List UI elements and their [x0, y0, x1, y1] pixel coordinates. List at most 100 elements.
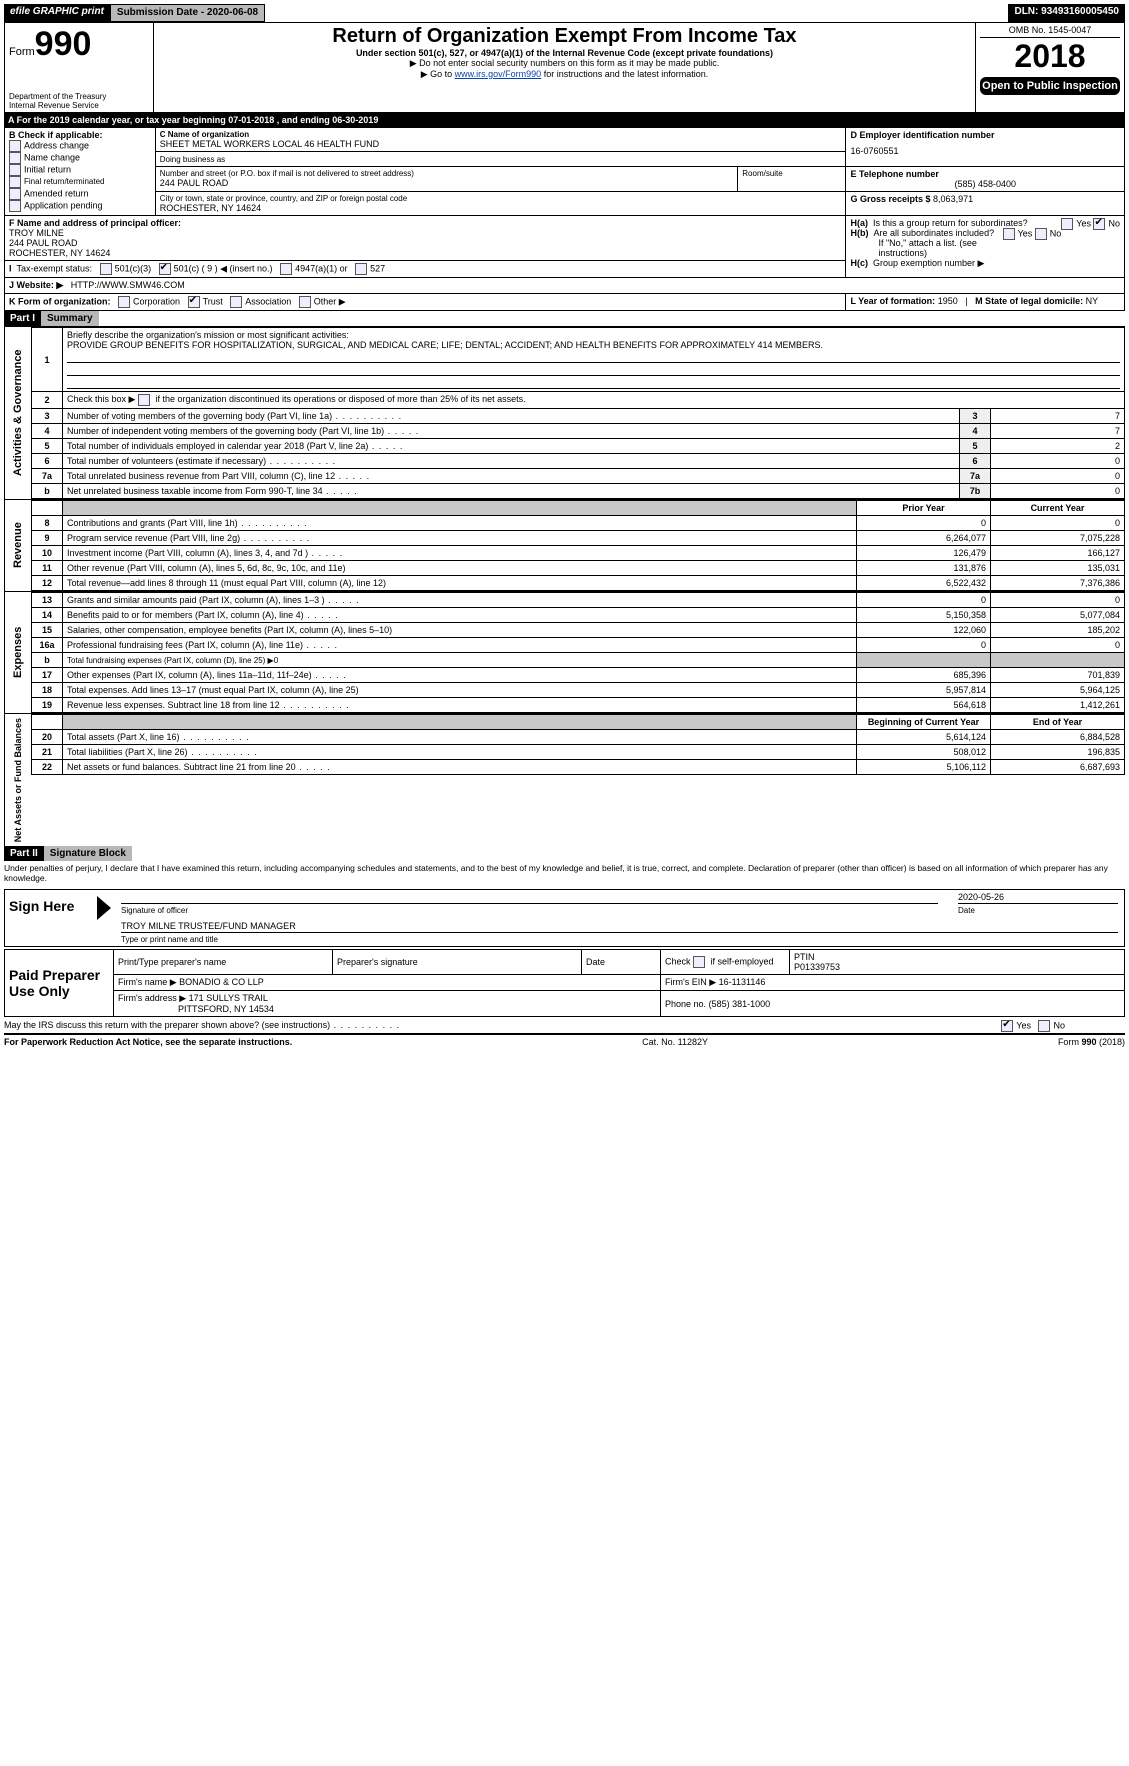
firm-addr1: 171 SULLYS TRAIL [189, 993, 268, 1003]
chk-self-employed[interactable] [693, 956, 705, 968]
ha-no-chk[interactable] [1093, 218, 1105, 230]
expenses-section: Expenses 13Grants and similar amounts pa… [4, 591, 1125, 713]
preparer-label: Paid Preparer Use Only [5, 950, 114, 1017]
tax-year: 2018 [980, 38, 1120, 75]
footer-right: Form 990 (2018) [1058, 1037, 1125, 1047]
l3-text: Number of voting members of the governin… [67, 411, 402, 421]
l2-text: Check this box ▶ if the organization dis… [67, 394, 526, 404]
instr-ssn: ▶ Do not enter social security numbers o… [158, 58, 971, 69]
phone-value: (585) 458-0400 [850, 179, 1120, 189]
gross-receipts: 8,063,971 [933, 194, 973, 204]
hb-no-chk[interactable] [1035, 228, 1047, 240]
sig-officer-label: Signature of officer [121, 906, 938, 915]
hb-yes-chk[interactable] [1003, 228, 1015, 240]
h-a-row: H(a) Is this a group return for subordin… [850, 218, 1120, 228]
firm-name: BONADIO & CO LLP [179, 977, 264, 987]
footer-mid: Cat. No. 11282Y [642, 1037, 708, 1047]
submission-date: Submission Date - 2020-06-08 [110, 4, 265, 22]
l6-text: Total number of volunteers (estimate if … [67, 456, 336, 466]
chk-name-change[interactable]: Name change [9, 152, 151, 164]
chk-initial-return[interactable]: Initial return [9, 164, 151, 176]
section-d-label: D Employer identification number [850, 130, 1120, 140]
row-a-tax-year: A For the 2019 calendar year, or tax yea… [4, 113, 1125, 127]
efile-label: efile GRAPHIC print [4, 4, 110, 22]
chk-4947[interactable] [280, 263, 292, 275]
chk-501c[interactable] [159, 263, 171, 275]
l7b-text: Net unrelated business taxable income fr… [67, 486, 358, 496]
prior-year-head: Prior Year [857, 501, 991, 516]
governance-table: 1 Briefly describe the organization's mi… [31, 327, 1125, 499]
current-year-head: Current Year [991, 501, 1125, 516]
part-1-header: Part ISummary [4, 311, 1125, 326]
expenses-label: Expenses [4, 592, 31, 713]
l4-value: 7 [991, 424, 1125, 439]
l7a-text: Total unrelated business revenue from Pa… [67, 471, 370, 481]
omb-number: OMB No. 1545-0047 [980, 25, 1120, 38]
end-year-head: End of Year [991, 715, 1125, 730]
chk-application-pending[interactable]: Application pending [9, 200, 151, 212]
sign-arrow-icon [97, 896, 111, 920]
section-f-label: F Name and address of principal officer: [9, 218, 841, 228]
state-domicile: NY [1086, 296, 1099, 306]
firm-ein: 16-1131146 [719, 977, 766, 987]
chk-amended-return[interactable]: Amended return [9, 188, 151, 200]
form-990-page: efile GRAPHIC print Submission Date - 20… [0, 0, 1129, 1053]
sig-name-label: Type or print name and title [121, 935, 1118, 944]
l5-text: Total number of individuals employed in … [67, 441, 403, 451]
room-label: Room/suite [742, 169, 841, 178]
irs-label: Internal Revenue Service [9, 101, 149, 110]
section-i-label: Tax-exempt status: [17, 263, 93, 273]
page-footer: For Paperwork Reduction Act Notice, see … [4, 1035, 1125, 1049]
chk-527[interactable] [355, 263, 367, 275]
sign-here-block: Sign Here Signature of officer 2020-05-2… [4, 889, 1125, 947]
officer-city: ROCHESTER, NY 14624 [9, 248, 841, 258]
chk-assoc[interactable] [230, 296, 242, 308]
chk-501c3[interactable] [100, 263, 112, 275]
instr-link-row: ▶ Go to www.irs.gov/Form990 for instruct… [158, 69, 971, 80]
section-k-label: K Form of organization: [9, 296, 111, 306]
netassets-label: Net Assets or Fund Balances [4, 714, 31, 846]
website-value: HTTP://WWW.SMW46.COM [71, 280, 185, 290]
chk-corp[interactable] [118, 296, 130, 308]
officer-name: TROY MILNE [9, 228, 841, 238]
city-label: City or town, state or province, country… [160, 194, 842, 203]
l1-label: Briefly describe the organization's miss… [67, 330, 349, 340]
irs-link[interactable]: www.irs.gov/Form990 [455, 69, 542, 79]
l5-value: 2 [991, 439, 1125, 454]
sig-date-label: Date [958, 906, 1118, 915]
firm-addr2: PITTSFORD, NY 14534 [178, 1004, 274, 1014]
firm-addr-label: Firm's address ▶ [118, 993, 186, 1003]
firm-phone-label: Phone no. [665, 999, 706, 1009]
chk-address-change[interactable]: Address change [9, 140, 151, 152]
chk-final-return[interactable]: Final return/terminated [9, 176, 151, 188]
section-l-label: L Year of formation: [850, 296, 935, 306]
h-c-row: H(c) Group exemption number ▶ [850, 258, 1120, 269]
sig-date: 2020-05-26 [958, 892, 1118, 904]
org-name: SHEET METAL WORKERS LOCAL 46 HEALTH FUND [160, 139, 842, 149]
firm-ein-label: Firm's EIN ▶ [665, 977, 716, 987]
begin-year-head: Beginning of Current Year [857, 715, 991, 730]
form-990-label: Form990 [9, 25, 149, 64]
street-label: Number and street (or P.O. box if mail i… [160, 169, 733, 178]
header-grid: B Check if applicable: Address change Na… [4, 127, 1125, 311]
ptin-value: P01339753 [794, 962, 1120, 972]
ha-yes-chk[interactable] [1061, 218, 1073, 230]
discuss-no-chk[interactable] [1038, 1020, 1050, 1032]
firm-name-label: Firm's name ▶ [118, 977, 177, 987]
section-j-label: J Website: ▶ [9, 280, 63, 290]
h-b2: If "No," attach a list. (see instruction… [850, 238, 1120, 258]
prep-name-head: Print/Type preparer's name [114, 950, 333, 975]
ptin-label: PTIN [794, 952, 1120, 962]
city-value: ROCHESTER, NY 14624 [160, 203, 842, 213]
section-c-name-label: C Name of organization [160, 130, 842, 139]
l4-text: Number of independent voting members of … [67, 426, 419, 436]
chk-other[interactable] [299, 296, 311, 308]
street-value: 244 PAUL ROAD [160, 178, 733, 188]
chk-discontinued[interactable] [138, 394, 150, 406]
l1-text: PROVIDE GROUP BENEFITS FOR HOSPITALIZATI… [67, 340, 823, 350]
netassets-section: Net Assets or Fund Balances Beginning of… [4, 713, 1125, 846]
chk-trust[interactable] [188, 296, 200, 308]
expenses-table: 13Grants and similar amounts paid (Part … [31, 592, 1125, 713]
activities-governance-label: Activities & Governance [4, 327, 31, 499]
discuss-yes-chk[interactable] [1001, 1020, 1013, 1032]
